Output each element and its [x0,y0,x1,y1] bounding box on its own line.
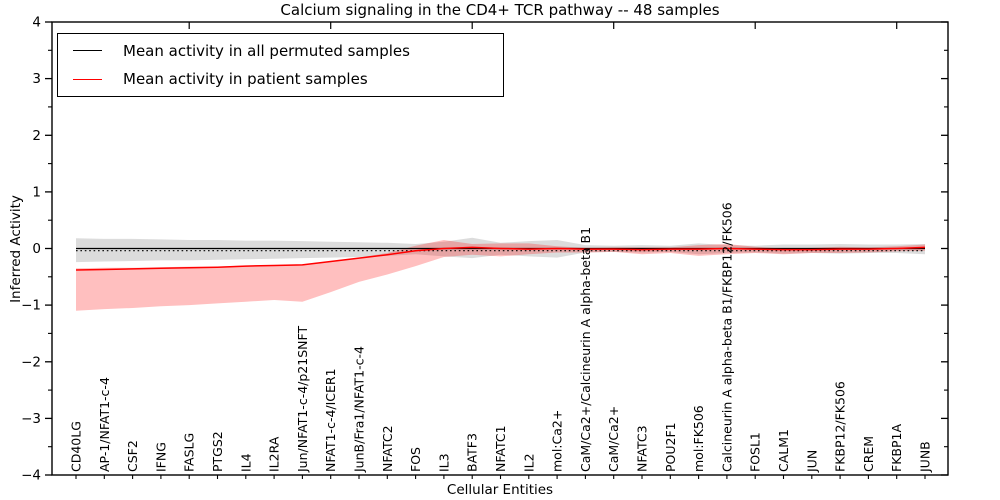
x-tick-label: NFATC1 [493,425,508,472]
legend-label-permuted: Mean activity in all permuted samples [123,41,410,60]
y-tick-label: −4 [21,468,41,484]
patient-mean-line [75,246,926,271]
x-tick-label: NFAT1-c-4/ICER1 [323,368,338,472]
legend-item-patient: Mean activity in patient samples [58,65,503,93]
x-tick-label: CaM/Ca2+/Calcineurin A alpha-beta B1 [578,227,593,472]
chart-title: Calcium signaling in the CD4+ TCR pathwa… [280,1,720,19]
x-axis-title: Cellular Entities [446,482,554,498]
x-tick-label: mol:FK506 [691,405,706,472]
x-tick-label: FASLG [182,433,197,472]
x-tick-label: FKBP12/FK506 [833,381,848,472]
x-tick-label: CD40LG [69,421,84,472]
legend-item-permuted: Mean activity in all permuted samples [58,37,503,65]
y-tick-label: 4 [32,15,41,31]
legend-line-sample-permuted [73,50,102,52]
x-tick-label: CSF2 [125,440,140,472]
y-tick-label: 2 [32,128,41,144]
x-tick-label: NFATC3 [635,425,650,472]
x-tick-label: CREM [861,436,876,472]
legend-label-patient: Mean activity in patient samples [123,70,368,89]
x-tick-label: JUNB [918,441,933,473]
x-tick-label: CALM1 [776,429,791,472]
x-tick-label: IL3 [436,453,451,472]
y-tick-label: −2 [21,354,41,370]
x-tick-label: POU2F1 [663,422,678,472]
x-tick-label: PTGS2 [210,431,225,472]
x-tick-label: FOS [408,447,423,472]
x-tick-label: Calcineurin A alpha-beta B1/FKBP12/FK506 [719,202,734,472]
y-tick-label: 3 [32,71,41,87]
x-tick-label: IL2RA [267,436,282,472]
x-tick-label: Jun/NFAT1-c-4/p21SNFT [295,326,310,473]
y-axis-title: Inferred Activity [8,195,24,303]
x-tick-label: AP-1/NFAT1-c-4 [97,377,112,472]
y-tick-label: −1 [21,298,41,314]
y-tick-label: −3 [21,411,41,427]
x-tick-label: FKBP1A [889,424,904,472]
x-tick-label: IL2 [521,453,536,472]
x-tick-label: IFNG [153,442,168,472]
patient-band [76,240,925,311]
x-tick-label: JunB/Fra1/NFAT1-c-4 [352,346,367,473]
y-tick-label: 1 [32,184,41,200]
x-tick-label: mol:Ca2+ [550,410,565,472]
legend-line-sample-patient [73,78,102,80]
x-tick-label: NFATC2 [380,425,395,472]
x-tick-label: JUN [804,450,819,473]
x-tick-label: FOSL1 [748,432,763,472]
y-tick-label: 0 [32,241,41,257]
x-tick-label: BATF3 [465,433,480,472]
x-tick-label: CaM/Ca2+ [606,406,621,472]
permuted-band [76,237,925,263]
legend: Mean activity in all permuted samples Me… [57,33,504,97]
x-tick-label: IL4 [238,453,253,472]
